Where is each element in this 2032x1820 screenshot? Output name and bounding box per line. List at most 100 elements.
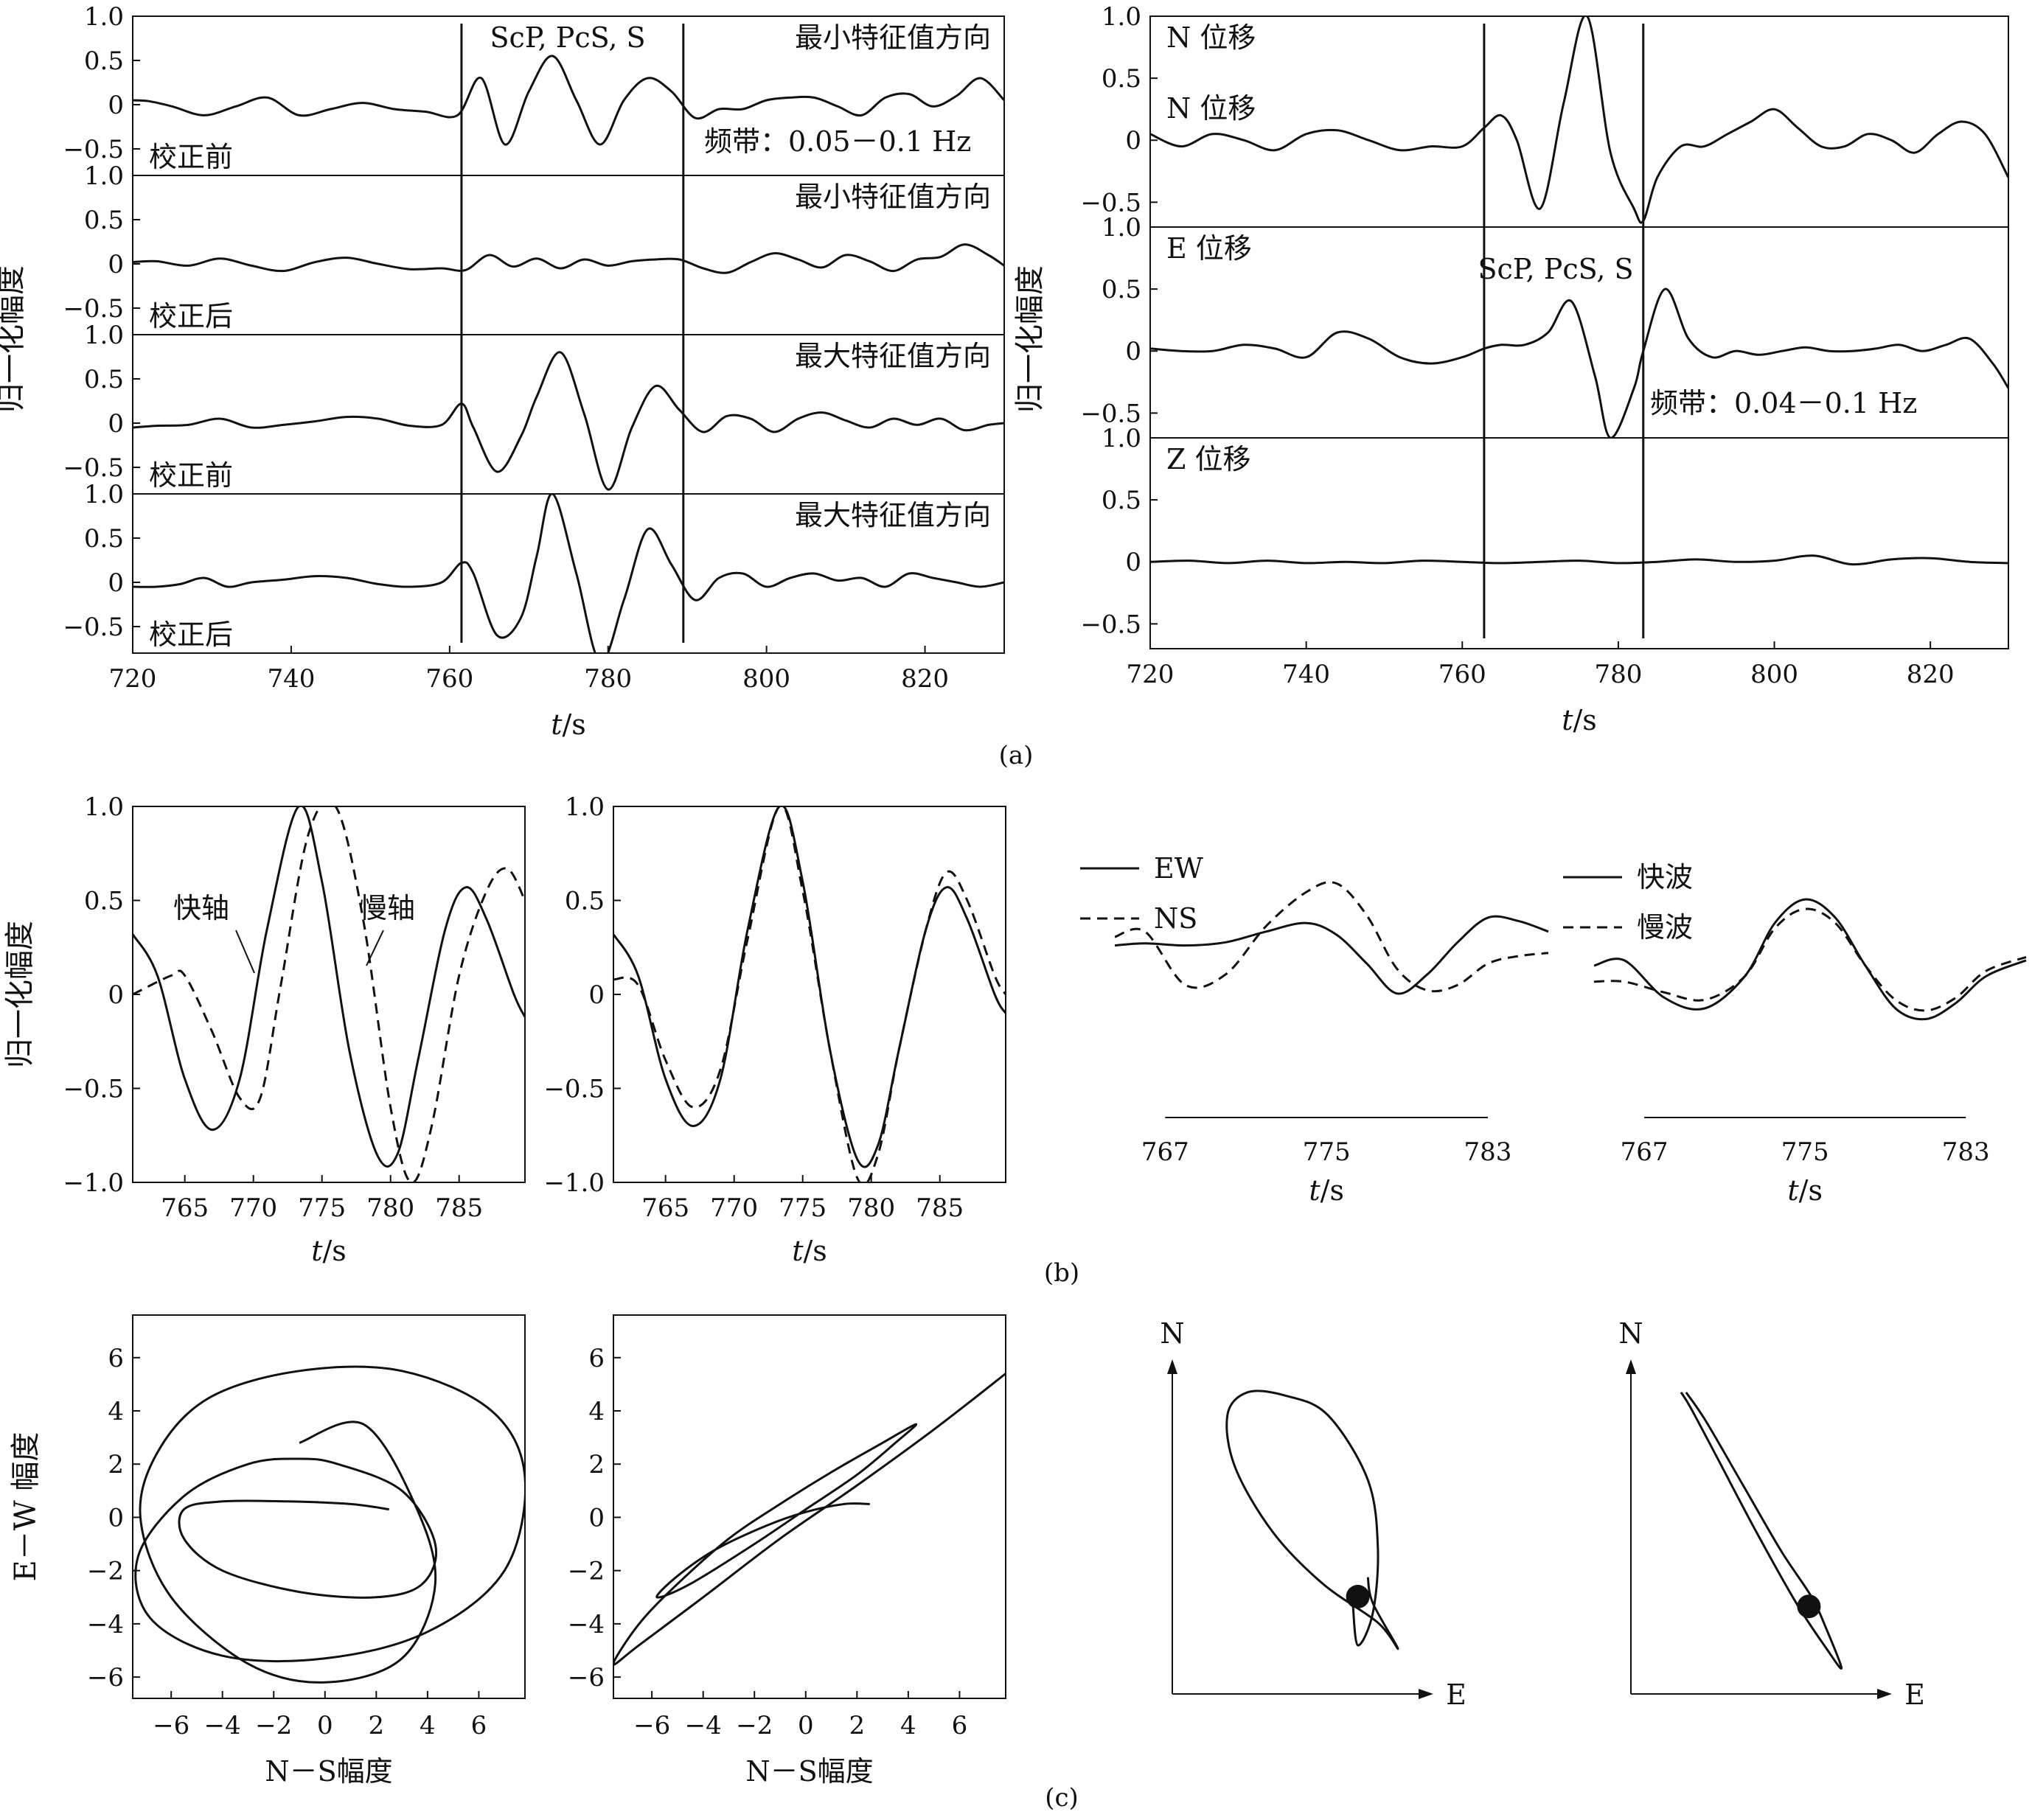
y-tick-label: −0.5 <box>543 1075 605 1104</box>
x-axis-label: t/s <box>1309 1174 1344 1207</box>
start-point-marker <box>1797 1594 1821 1619</box>
x-axis-unit: /s <box>1573 704 1596 736</box>
y-tick-label: 0.5 <box>84 524 124 554</box>
x-axis-unit: /s <box>562 708 585 741</box>
legend-entry: 快波 <box>1637 861 1693 893</box>
legend-entry: 慢波 <box>1637 911 1693 944</box>
hodogram-after: EN <box>1618 1317 1925 1711</box>
x-tick-label: 785 <box>916 1193 964 1223</box>
y-tick-label: 0 <box>1125 548 1141 577</box>
axes-frame <box>132 1314 526 1699</box>
trace-label: N 位移 <box>1166 21 1256 54</box>
x-tick-label: 775 <box>298 1193 346 1223</box>
y-tick-label: 0 <box>1125 337 1141 366</box>
x-tick-label: 2 <box>849 1711 866 1740</box>
x-tick-label: 765 <box>641 1193 689 1223</box>
y-tick-label: 1.0 <box>84 792 124 822</box>
particle-motion-line <box>613 1373 1006 1666</box>
legend-entry: EW <box>1154 852 1203 885</box>
waveform-line <box>133 55 1004 146</box>
axes-frame <box>613 1314 1006 1699</box>
x-axis-var: t <box>1309 1174 1321 1207</box>
x-axis-label: t/s <box>311 1235 347 1267</box>
x-axis-unit: /s <box>803 1235 827 1267</box>
x-tick-label: 820 <box>1907 660 1955 689</box>
y-tick-label: 6 <box>108 1344 124 1373</box>
x-tick-label: 767 <box>1141 1137 1189 1167</box>
solid-series-line <box>1114 915 1549 995</box>
x-tick-label: 780 <box>1594 660 1642 689</box>
y-tick-label: −4 <box>568 1610 605 1639</box>
x-tick-label: 800 <box>1750 660 1798 689</box>
solid-series-line <box>133 806 525 1168</box>
phase-label: ScP, PcS, S <box>1478 253 1633 285</box>
y-tick-label: 0.5 <box>84 206 124 235</box>
axes-frame <box>1149 15 2009 649</box>
particle-motion-line <box>1680 1391 1843 1670</box>
band-label: 频带：0.04－0.1 Hz <box>1650 387 1917 419</box>
x-tick-label: 820 <box>901 664 949 694</box>
trace-label: E 位移 <box>1166 232 1252 265</box>
trace-label: 最小特征值方向 <box>795 181 991 213</box>
x-tick-label: 775 <box>1303 1137 1351 1167</box>
waveform-line <box>133 351 1004 491</box>
x-tick-label: 780 <box>847 1193 895 1223</box>
x-axis-label: t/s <box>1562 704 1597 736</box>
legend-entry: NS <box>1154 902 1197 935</box>
y-tick-label: 1.0 <box>84 2 124 32</box>
x-tick-label: 767 <box>1621 1137 1669 1167</box>
solid-series-line <box>613 806 1006 1168</box>
x-tick-label: 760 <box>425 664 473 694</box>
x-tick-label: 4 <box>900 1711 916 1740</box>
trace-label: 最大特征值方向 <box>795 340 991 372</box>
x-axis-var: t <box>792 1235 804 1267</box>
waveform-line <box>1150 287 2008 438</box>
x-axis-unit: /s <box>1321 1174 1344 1207</box>
x-tick-label: −4 <box>685 1711 722 1740</box>
trace-label: N 位移 <box>1166 92 1256 125</box>
x-axis-var: t <box>1787 1174 1799 1207</box>
y-tick-label: −0.5 <box>63 135 124 164</box>
trace-state-label: 校正后 <box>149 618 233 651</box>
waveform-line <box>133 243 1004 274</box>
y-tick-label: 0 <box>108 250 124 279</box>
n-axis-label: N <box>1160 1317 1184 1350</box>
n-arrowhead <box>1167 1359 1177 1374</box>
x-axis-label: t/s <box>792 1235 827 1267</box>
x-tick-label: 783 <box>1942 1137 1990 1167</box>
x-tick-label: 765 <box>161 1193 209 1223</box>
y-tick-label: −6 <box>568 1663 605 1692</box>
trace-label: 最小特征值方向 <box>795 21 991 54</box>
x-tick-label: −6 <box>633 1711 670 1740</box>
x-tick-label: 770 <box>710 1193 758 1223</box>
y-tick-label: −1.0 <box>63 1168 124 1198</box>
x-tick-label: 800 <box>742 664 790 694</box>
y-tick-label: 0.5 <box>84 887 124 916</box>
y-tick-label: 0.5 <box>565 887 605 916</box>
y-tick-label: 0.5 <box>1102 486 1141 515</box>
y-tick-label: 1.0 <box>1102 213 1141 243</box>
x-axis-label: N－S幅度 <box>265 1755 392 1788</box>
fast-axis-annotation: 快轴 <box>173 892 229 924</box>
annotation-leader <box>235 930 255 974</box>
y-tick-label: 1.0 <box>565 792 605 822</box>
x-tick-label: 740 <box>267 664 315 694</box>
x-axis-unit: /s <box>1799 1174 1823 1207</box>
start-point-marker <box>1346 1585 1370 1608</box>
y-tick-label: 0 <box>108 568 124 598</box>
dashed-series-line <box>133 806 525 1182</box>
waveform-line <box>1150 16 2008 224</box>
y-tick-label: 0.5 <box>1102 275 1141 304</box>
caption-c: (c) <box>1045 1783 1079 1813</box>
x-tick-label: 720 <box>109 664 157 694</box>
y-tick-label: 1.0 <box>1102 2 1141 32</box>
particle-motion-line <box>1225 1390 1399 1650</box>
waveform-line <box>1150 554 2008 566</box>
y-axis-label: E－W 幅度 <box>9 1432 43 1581</box>
y-tick-label: 4 <box>588 1397 605 1426</box>
dashed-series-line <box>613 806 1006 1182</box>
x-tick-label: −6 <box>153 1711 189 1740</box>
x-tick-label: 780 <box>366 1193 414 1223</box>
y-axis-label: 归一化幅度 <box>3 921 37 1068</box>
